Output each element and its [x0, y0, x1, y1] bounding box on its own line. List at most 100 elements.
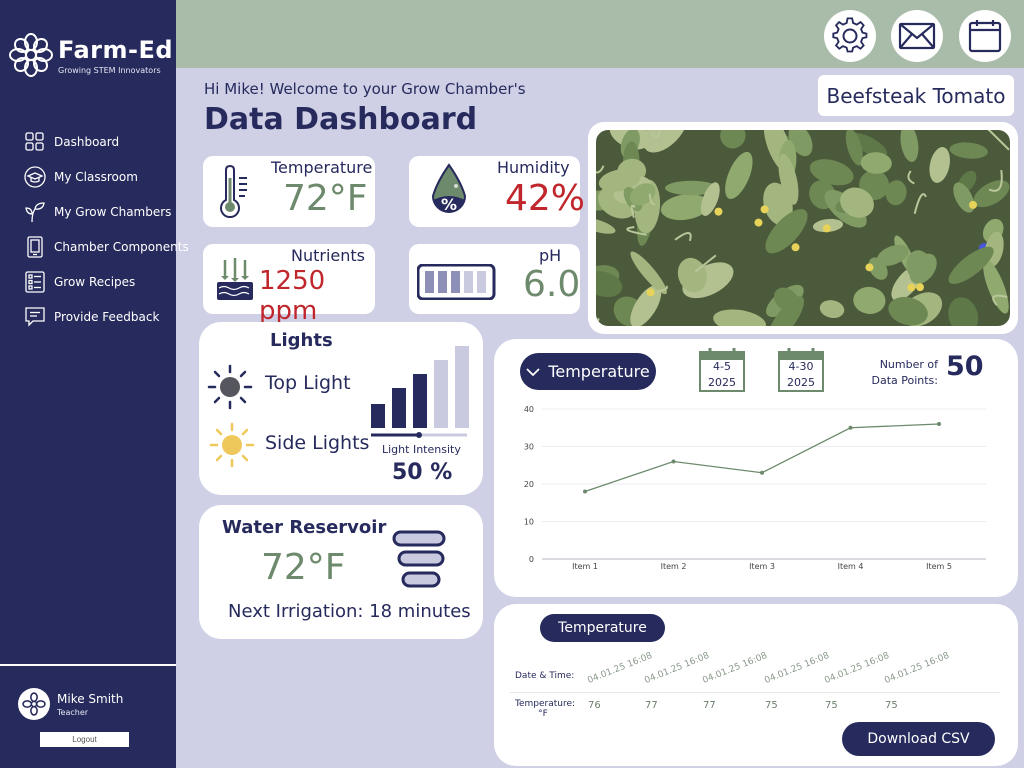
y-tick-label: 30 — [524, 443, 534, 452]
leaf — [630, 251, 667, 295]
download-csv-button[interactable]: Download CSV — [842, 722, 995, 756]
side-lights-label: Side Lights — [265, 432, 370, 454]
data-point[interactable] — [671, 459, 676, 464]
calendar-button[interactable] — [959, 10, 1011, 62]
x-tick-label: Item 2 — [661, 562, 687, 571]
leaf — [885, 180, 907, 206]
gear-icon — [832, 17, 868, 53]
water-drop-icon: % — [431, 163, 467, 214]
light-intensity-bar[interactable] — [392, 388, 406, 428]
table-temperature-cell: 75 — [885, 700, 898, 711]
sprout-icon — [25, 201, 45, 222]
data-point[interactable] — [848, 425, 853, 430]
header-bar — [176, 0, 1024, 68]
thermometer-icon — [220, 164, 247, 219]
table-divider — [510, 692, 1000, 693]
stem — [674, 231, 692, 242]
end-date-year: 2025 — [787, 376, 815, 389]
leaf — [596, 271, 623, 298]
sidebar-item-my-grow-chambers[interactable]: My Grow Chambers — [24, 194, 174, 229]
sidebar-item-my-classroom[interactable]: My Classroom — [24, 159, 174, 194]
leaf — [860, 152, 892, 174]
y-tick-label: 40 — [524, 405, 534, 414]
table-datetime-cell: 04.01.25 16:08 — [883, 650, 951, 686]
stem — [694, 254, 717, 273]
sun-on-icon[interactable] — [209, 422, 255, 468]
sidebar-item-grow-recipes[interactable]: Grow Recipes — [24, 264, 174, 299]
grid-icon — [25, 131, 44, 151]
ph-value: 6.0 — [523, 264, 581, 305]
data-point[interactable] — [583, 489, 587, 494]
sidebar: Farm-Ed Growing STEM Innovators Dashboar… — [0, 0, 189, 768]
x-tick-label: Item 4 — [838, 562, 864, 571]
mail-button[interactable] — [891, 10, 943, 62]
water-reservoir-title: Water Reservoir — [222, 517, 387, 538]
sidebar-item-label: Dashboard — [54, 134, 120, 149]
ph-card: pH 6.0 — [409, 244, 580, 314]
data-points-label-line2: Data Points: — [871, 374, 938, 387]
table-datetime-cell: 04.01.25 16:08 — [823, 650, 891, 686]
light-intensity-bar[interactable] — [413, 374, 427, 428]
leaf — [677, 257, 707, 293]
temperature-unit-label: Temperature: °F — [515, 699, 575, 719]
stem — [656, 285, 668, 293]
light-intensity-bar[interactable] — [434, 360, 448, 428]
leaf — [929, 147, 950, 183]
stem — [992, 294, 1008, 306]
top-light-label: Top Light — [265, 372, 351, 394]
page-title: Data Dashboard — [204, 102, 478, 137]
leaf — [845, 130, 863, 166]
humidity-value: 42% — [505, 178, 586, 219]
data-points-label-line1: Number of — [879, 358, 938, 371]
brand-tagline: Growing STEM Innovators — [58, 65, 161, 75]
leaf — [774, 287, 800, 312]
tomato-flower — [907, 283, 916, 292]
end-date-picker[interactable]: 4-30 2025 — [777, 347, 825, 393]
temperature-value: 72°F — [283, 178, 368, 219]
nutrients-label: Nutrients — [291, 246, 365, 265]
calendar-small-icon — [699, 348, 745, 392]
chat-bubble-icon — [25, 306, 45, 327]
temperature-series-line — [584, 423, 940, 493]
sun-off-icon[interactable] — [207, 364, 253, 410]
tomato-flower — [754, 218, 763, 227]
data-point[interactable] — [937, 422, 941, 426]
stem — [630, 204, 636, 218]
table-metric-tab[interactable]: Temperature — [540, 614, 665, 642]
tomato-flower — [646, 288, 655, 297]
metric-select-dropdown[interactable]: Temperature — [520, 353, 656, 390]
leaf — [868, 257, 888, 280]
light-intensity-bar[interactable] — [371, 404, 385, 428]
data-points-value[interactable]: 50 — [946, 351, 984, 382]
temperature-line-chart: 0 10 20 30 40 Item 1 Item 2 Item 3 Item 4 Item 5 — [524, 405, 986, 571]
table-temperature-cell: 75 — [765, 700, 778, 711]
sidebar-item-chamber-components[interactable]: Chamber Components — [24, 229, 189, 264]
ph-segment — [477, 271, 486, 293]
leaf — [906, 250, 932, 282]
brand[interactable]: Farm-Ed Growing STEM Innovators — [8, 32, 173, 78]
light-intensity-label: Light Intensity — [382, 443, 461, 456]
leaf — [713, 309, 766, 326]
leaf — [876, 244, 909, 266]
settings-button[interactable] — [824, 10, 876, 62]
x-tick-label: Item 3 — [749, 562, 775, 571]
light-intensity-bar[interactable] — [455, 346, 469, 428]
sidebar-item-dashboard[interactable]: Dashboard — [24, 124, 174, 159]
table-datetime-cell: 04.01.25 16:08 — [701, 650, 769, 686]
table-datetime-cell: 04.01.25 16:08 — [643, 650, 711, 686]
ph-segment — [438, 271, 447, 293]
start-date-picker[interactable]: 4-5 2025 — [698, 347, 746, 393]
y-tick-label: 0 — [529, 555, 534, 564]
logout-button[interactable]: Logout — [40, 732, 129, 747]
data-point[interactable] — [760, 470, 764, 475]
leaf — [840, 187, 874, 218]
phone-device-icon — [27, 235, 43, 258]
sidebar-item-label: My Classroom — [54, 169, 138, 184]
sidebar-item-provide-feedback[interactable]: Provide Feedback — [24, 299, 174, 334]
leaf — [949, 142, 988, 159]
leaf — [643, 130, 688, 153]
user-profile[interactable]: Mike Smith Teacher — [18, 688, 123, 720]
metric-select-label: Temperature — [548, 362, 650, 381]
tomato-flower — [915, 283, 924, 292]
x-tick-label: Item 1 — [572, 562, 598, 571]
